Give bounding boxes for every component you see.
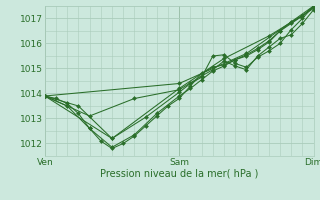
X-axis label: Pression niveau de la mer( hPa ): Pression niveau de la mer( hPa ) — [100, 168, 258, 178]
